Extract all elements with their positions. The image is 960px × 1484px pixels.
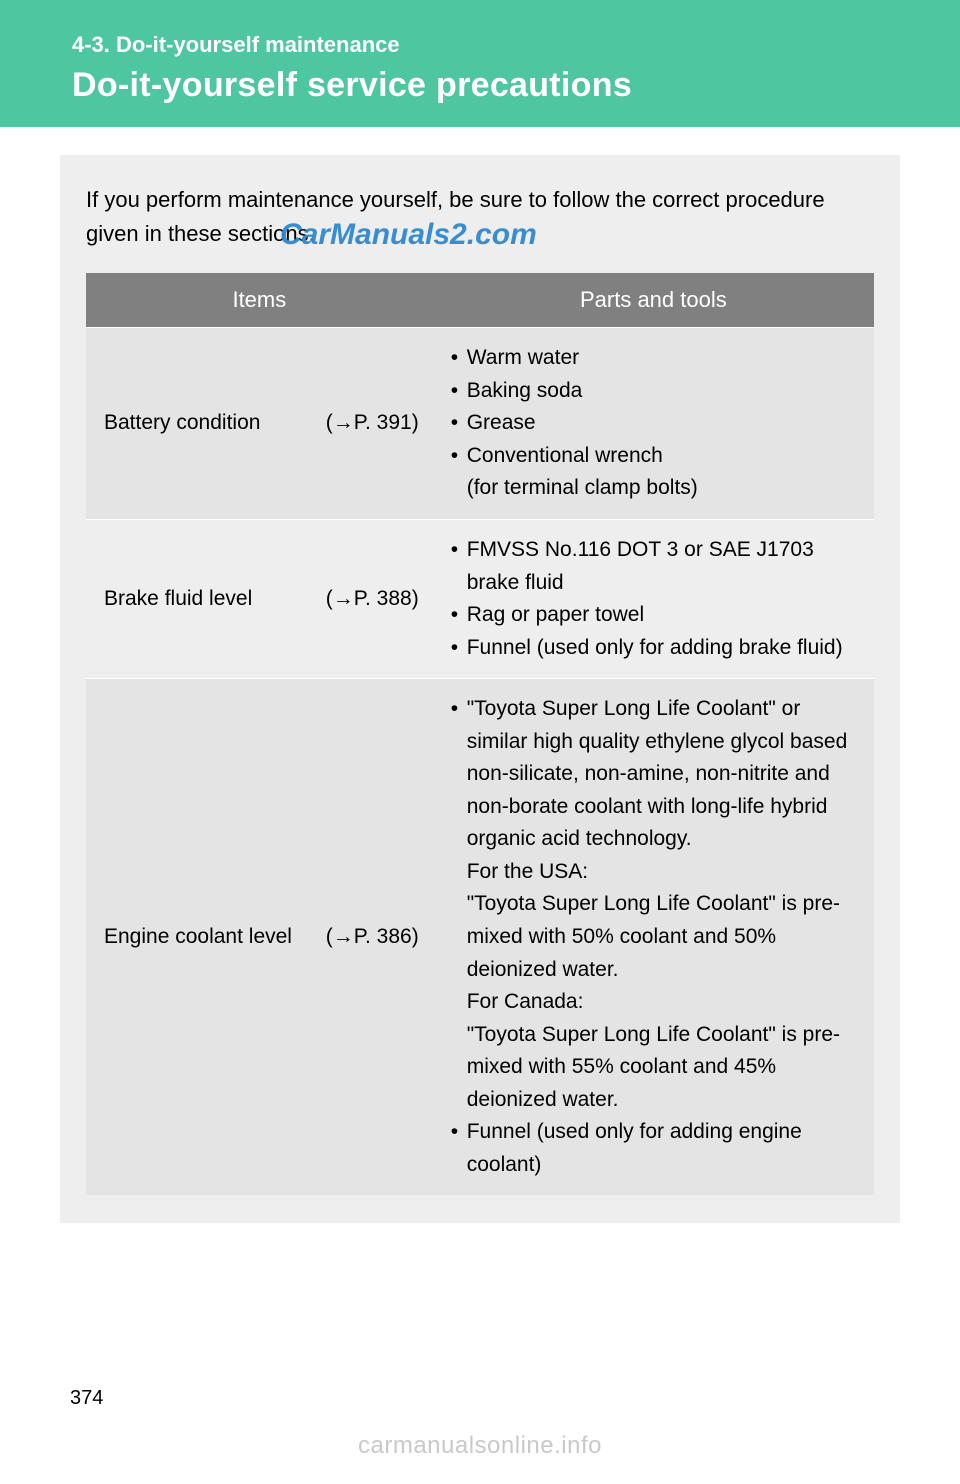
table-row: Engine coolant level (→P. 386) "Toyota S…	[86, 679, 874, 1196]
item-cell: Brake fluid level (→P. 388)	[86, 520, 433, 679]
item-ref: (→P. 391)	[326, 407, 419, 440]
section-title: Do-it-yourself service precautions	[72, 66, 900, 105]
item-cell: Engine coolant level (→P. 386)	[86, 679, 433, 1196]
item-name: Engine coolant level	[104, 921, 292, 954]
maintenance-table: Items Parts and tools Battery condition …	[86, 273, 874, 1195]
col-parts: Parts and tools	[433, 273, 874, 328]
watermark-carmanualsonline: carmanualsonline.info	[0, 1432, 960, 1460]
table-row: Battery condition (→P. 391) Warm waterBa…	[86, 328, 874, 520]
item-ref: (→P. 386)	[326, 921, 419, 954]
item-name: Battery condition	[104, 407, 260, 440]
page-header: 4-3. Do-it-yourself maintenance Do-it-yo…	[0, 0, 960, 127]
item-name: Brake fluid level	[104, 583, 252, 616]
parts-cell: FMVSS No.116 DOT 3 or SAE J1703 brake fl…	[433, 520, 874, 679]
intro-text: If you perform maintenance yourself, be …	[86, 183, 874, 251]
item-ref: (→P. 388)	[326, 583, 419, 616]
parts-cell: Warm waterBaking sodaGreaseConventional …	[433, 328, 874, 520]
content-box: If you perform maintenance yourself, be …	[60, 155, 900, 1223]
section-label: 4-3. Do-it-yourself maintenance	[72, 32, 900, 58]
page-number: 374	[70, 1387, 103, 1410]
table-header-row: Items Parts and tools	[86, 273, 874, 328]
item-cell: Battery condition (→P. 391)	[86, 328, 433, 520]
col-items: Items	[86, 273, 433, 328]
table-row: Brake fluid level (→P. 388) FMVSS No.116…	[86, 520, 874, 679]
parts-cell: "Toyota Super Long Life Coolant" or simi…	[433, 679, 874, 1196]
